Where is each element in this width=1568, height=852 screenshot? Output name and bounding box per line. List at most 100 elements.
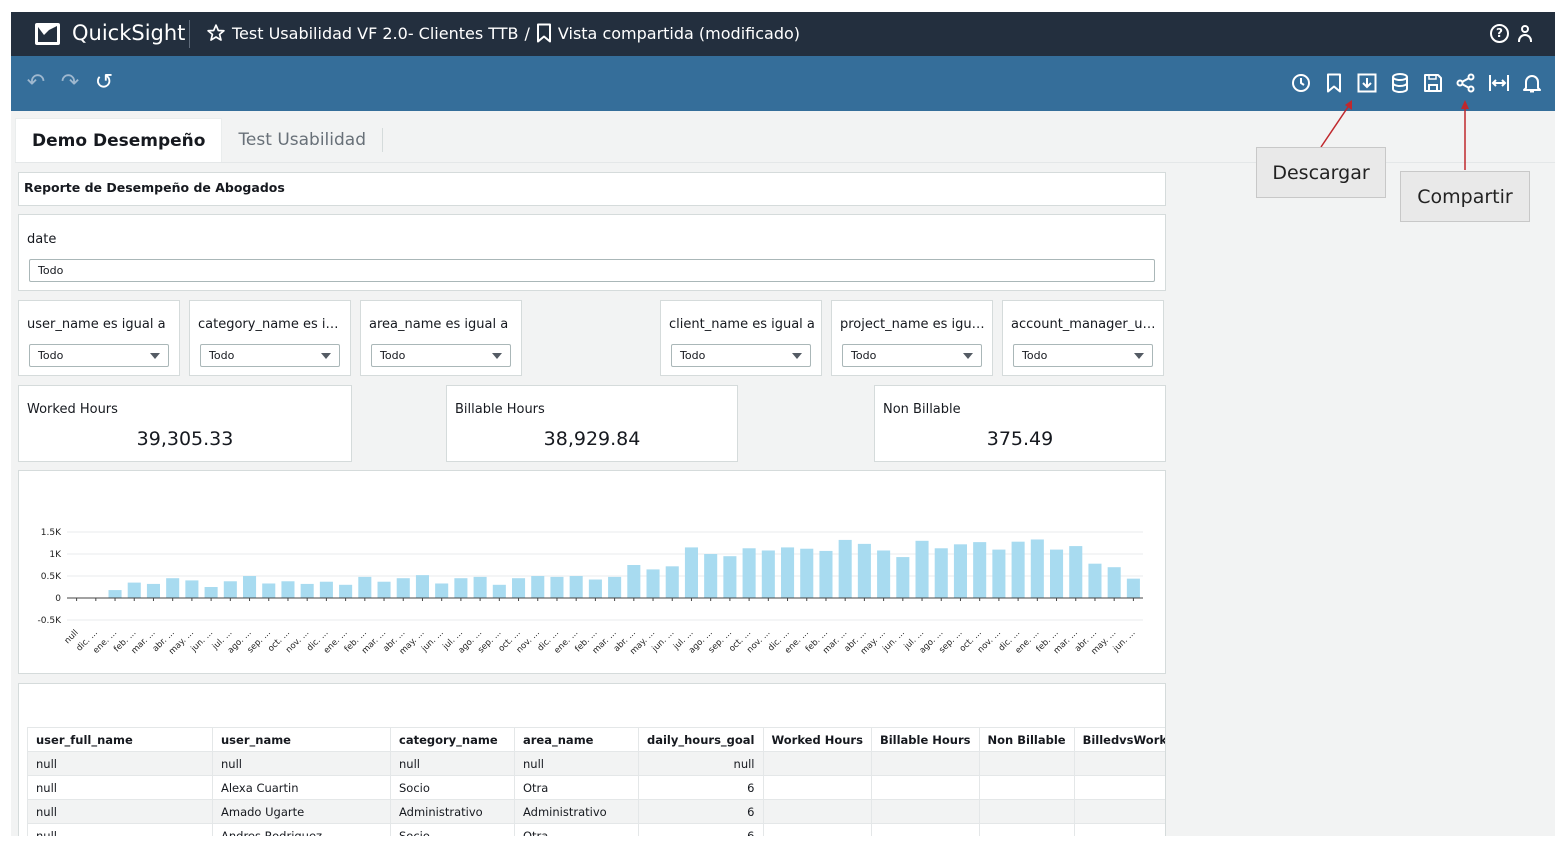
chart-bar: [204, 587, 218, 598]
area-name-dropdown[interactable]: Todo: [371, 344, 511, 367]
hours-bar-chart[interactable]: 1.5K 1K 0.5K 0 -0.5K null dic. ... ene. ... feb.…: [18, 470, 1166, 674]
chart-bar: [1030, 539, 1044, 598]
table-cell: 6: [638, 799, 764, 824]
quicksight-window: QuickSight Test Usabilidad VF 2.0- Clien…: [11, 12, 1555, 836]
table-cell: null: [27, 775, 213, 800]
chart-bar: [915, 540, 929, 598]
redo-icon[interactable]: ↷: [60, 70, 80, 95]
save-icon[interactable]: [1422, 72, 1444, 94]
chart-bar: [1069, 546, 1083, 598]
dataset-icon[interactable]: [1389, 72, 1411, 94]
table-cell: [762, 823, 872, 836]
table-cell: null: [638, 751, 764, 776]
chart-bar: [243, 576, 257, 598]
bookmark-icon[interactable]: [1323, 72, 1345, 94]
tab-demo-desempeno[interactable]: Demo Desempeño: [15, 118, 223, 163]
table-cell: [870, 823, 980, 836]
column-header[interactable]: daily_hours_goal: [638, 727, 764, 752]
column-header[interactable]: user_full_name: [27, 727, 213, 752]
tab-test-usabilidad[interactable]: Test Usabilidad: [238, 130, 366, 150]
chart-bar: [1088, 563, 1102, 598]
table-row[interactable]: null Andres Rodriguez Socio Otra 6: [27, 823, 1165, 836]
caret-down-icon: [492, 353, 502, 359]
toolbar: ↶ ↷ ↺: [11, 56, 1555, 111]
reset-icon[interactable]: ↺: [94, 70, 114, 95]
help-icon[interactable]: ?: [1490, 24, 1509, 43]
table-row[interactable]: null Alexa Cuartin Socio Otra 6: [27, 775, 1165, 800]
quicksight-logo-icon[interactable]: [35, 23, 60, 45]
caret-down-icon: [321, 353, 331, 359]
control-user-name: user_name es igual a Todo: [18, 300, 180, 376]
schedule-icon[interactable]: [1290, 72, 1312, 94]
column-header[interactable]: Worked Hours: [762, 727, 872, 752]
control-client-name: client_name es igual a Todo: [660, 300, 822, 376]
kpi-non-billable[interactable]: Non Billable 375.49: [874, 385, 1166, 462]
table-cell: [978, 799, 1075, 824]
top-bar: QuickSight Test Usabilidad VF 2.0- Clien…: [11, 12, 1555, 56]
alert-icon[interactable]: [1521, 72, 1543, 94]
share-icon[interactable]: [1455, 72, 1477, 94]
chart-bar: [723, 556, 737, 598]
kpi-billable-hours[interactable]: Billable Hours 38,929.84: [446, 385, 738, 462]
kpi-label: Non Billable: [883, 402, 961, 417]
column-header[interactable]: user_name: [212, 727, 391, 752]
chart-bar: [973, 542, 987, 598]
table-cell: 6: [638, 775, 764, 800]
column-header[interactable]: Non Billable: [978, 727, 1075, 752]
user-icon[interactable]: [1517, 23, 1533, 43]
y-tick-label: 0.5K: [41, 572, 62, 582]
breadcrumb-view[interactable]: Vista compartida (modificado): [557, 23, 801, 43]
column-header[interactable]: area_name: [514, 727, 639, 752]
table-cell: [978, 751, 1075, 776]
kpi-worked-hours[interactable]: Worked Hours 39,305.33: [18, 385, 352, 462]
project-name-dropdown[interactable]: Todo: [842, 344, 982, 367]
star-icon[interactable]: [206, 23, 226, 43]
date-filter-label: date: [27, 232, 57, 247]
brand-name[interactable]: QuickSight: [72, 21, 186, 45]
table-cell: Administrativo: [390, 799, 515, 824]
table-cell: null: [27, 751, 213, 776]
chart-bar: [819, 550, 833, 598]
chart-bar: [166, 578, 180, 598]
table-row[interactable]: null null null null null: [27, 751, 1165, 776]
chart-bar: [569, 576, 583, 598]
client-name-dropdown[interactable]: Todo: [671, 344, 811, 367]
caret-down-icon: [1134, 353, 1144, 359]
chart-bar: [185, 580, 199, 598]
table-cell: [870, 799, 980, 824]
table-cell: [762, 751, 872, 776]
table-cell: [870, 751, 980, 776]
fit-width-icon[interactable]: [1488, 72, 1510, 94]
control-project-name: project_name es igual a Todo: [831, 300, 993, 376]
control-label: project_name es igual a: [840, 317, 988, 332]
chart-bar: [550, 576, 564, 598]
date-filter-input[interactable]: Todo: [29, 259, 1155, 282]
download-icon[interactable]: [1356, 72, 1378, 94]
table-cell: Otra: [514, 775, 639, 800]
column-header[interactable]: Billable Hours: [870, 727, 980, 752]
dropdown-value: Todo: [38, 349, 64, 362]
dropdown-value: Todo: [380, 349, 406, 362]
control-label: area_name es igual a: [369, 317, 509, 332]
chart-bar: [223, 581, 237, 598]
chart-bar: [377, 581, 391, 598]
chart-bar: [319, 581, 333, 598]
undo-icon[interactable]: ↶: [26, 70, 46, 95]
breadcrumb-dashboard[interactable]: Test Usabilidad VF 2.0- Clientes TTB: [232, 23, 519, 43]
download-callout: Descargar: [1256, 147, 1386, 198]
chart-bar: [512, 578, 526, 598]
lawyer-table-visual: user_full_name user_name category_name area…: [18, 683, 1166, 836]
column-header[interactable]: BilledvsWorked: [1073, 727, 1165, 752]
table-cell: [1073, 751, 1165, 776]
account-manager-dropdown[interactable]: Todo: [1013, 344, 1153, 367]
dropdown-value: Todo: [1022, 349, 1048, 362]
chart-bar: [665, 566, 679, 598]
category-name-dropdown[interactable]: Todo: [200, 344, 340, 367]
user-name-dropdown[interactable]: Todo: [29, 344, 169, 367]
table-row[interactable]: null Amado Ugarte Administrativo Administra…: [27, 799, 1165, 824]
column-header[interactable]: category_name: [390, 727, 515, 752]
table-cell: [1073, 823, 1165, 836]
table-cell: [762, 799, 872, 824]
table-cell: Alexa Cuartin: [212, 775, 391, 800]
table-cell: Andres Rodriguez: [212, 823, 391, 836]
